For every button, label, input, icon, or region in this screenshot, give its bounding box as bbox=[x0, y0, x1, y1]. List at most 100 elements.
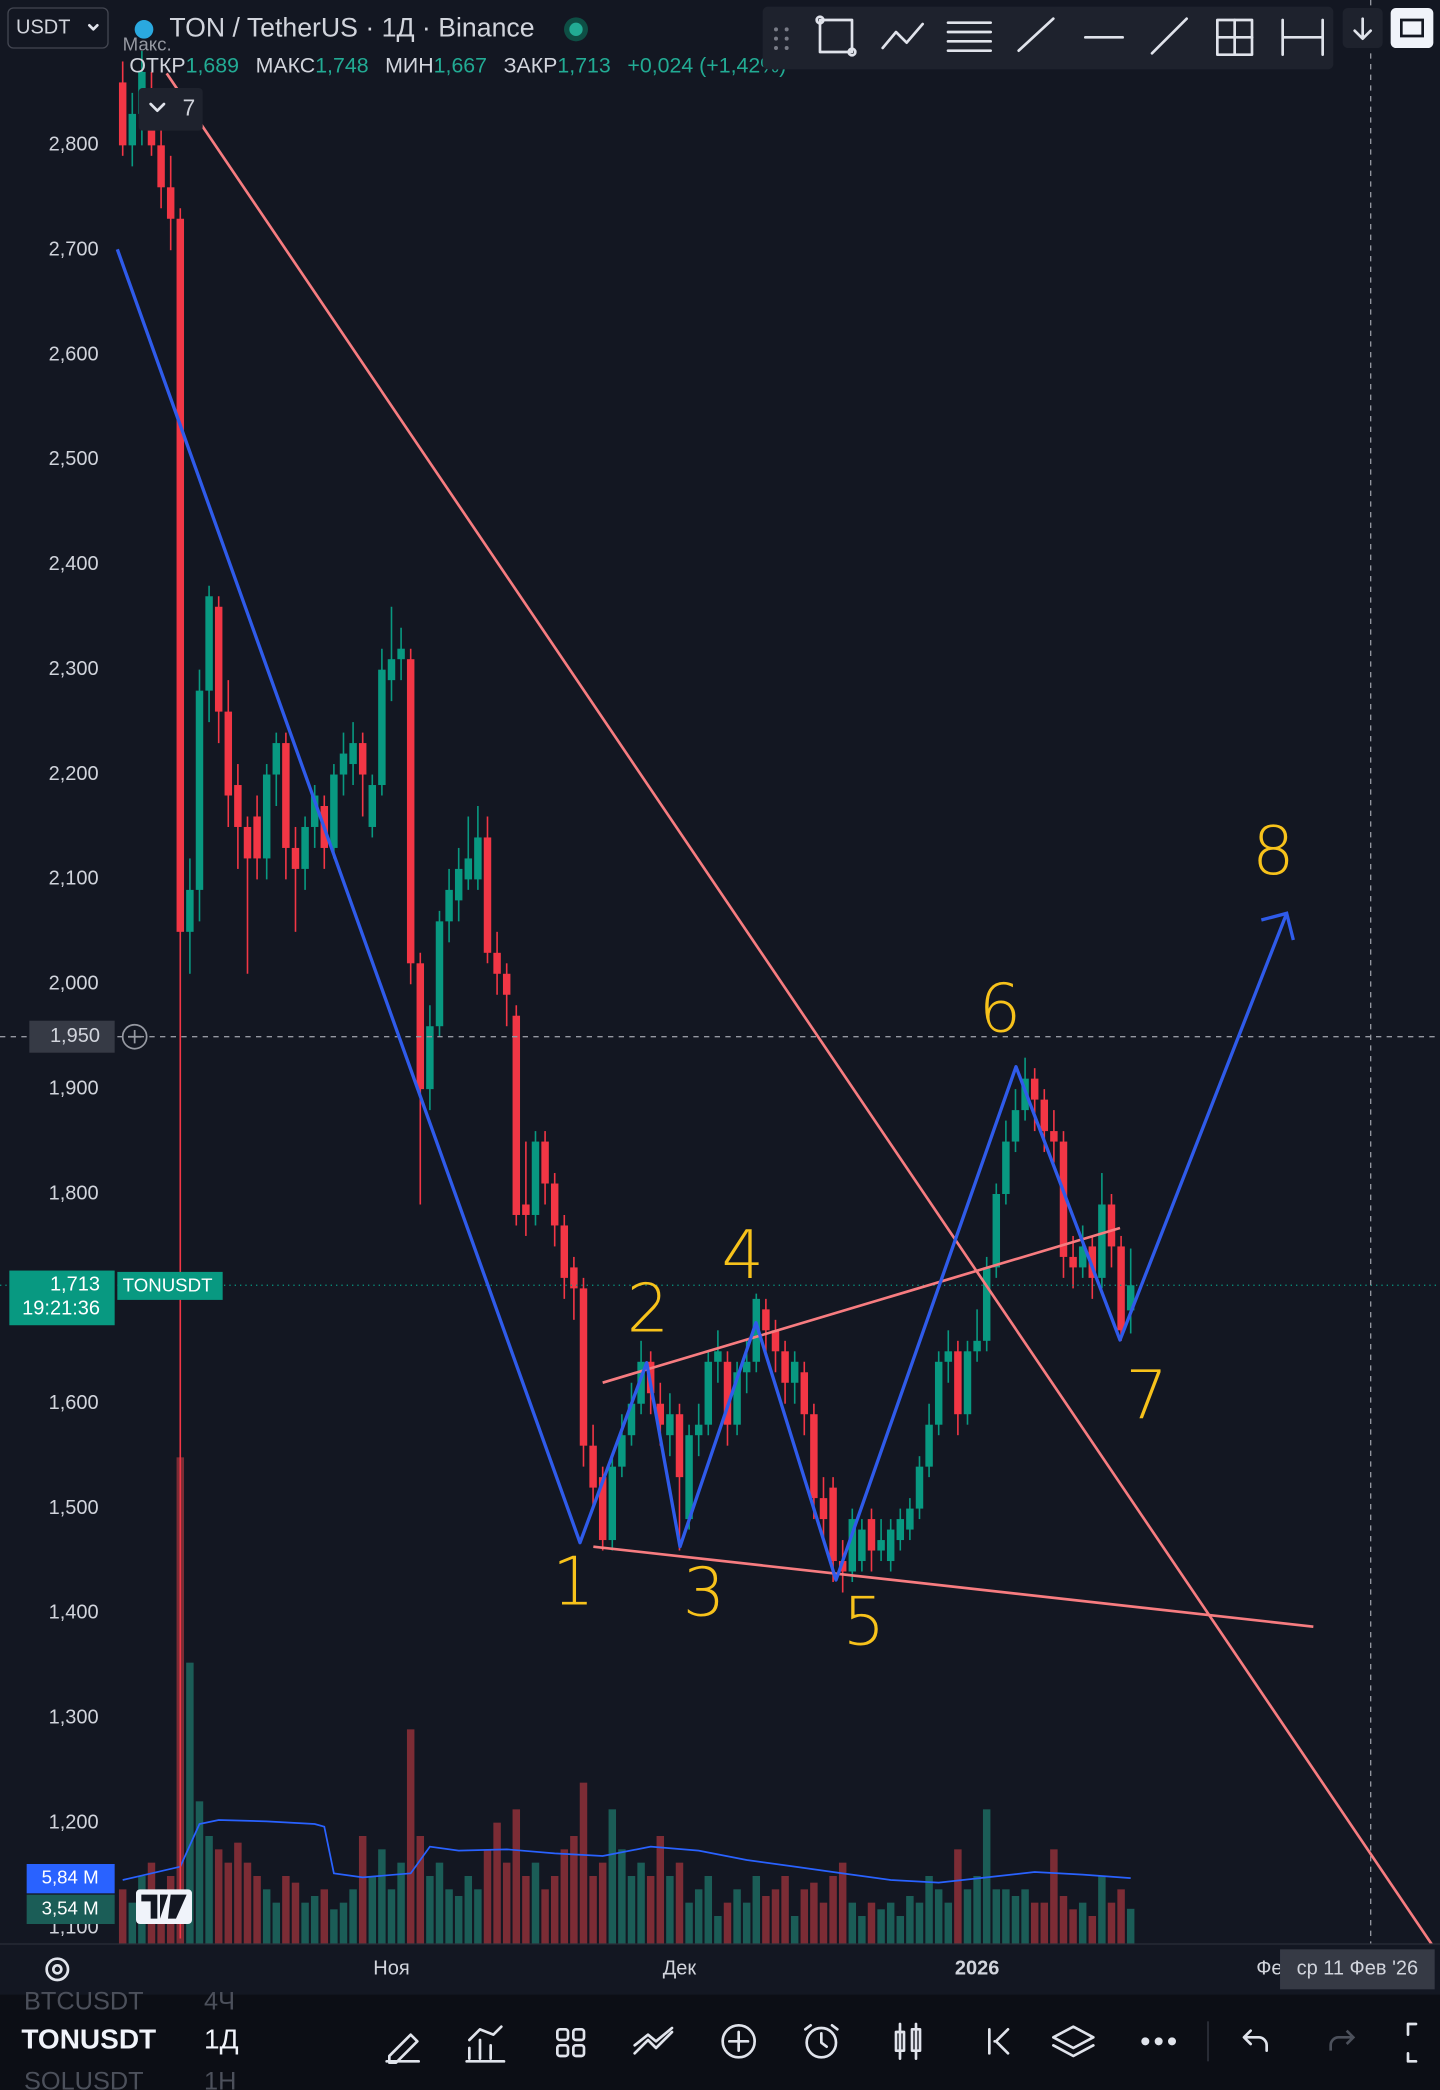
volume-bar bbox=[243, 1862, 252, 1944]
replay-icon[interactable] bbox=[987, 2028, 1010, 2055]
candle-body bbox=[810, 1414, 818, 1499]
indicator-count: 7 bbox=[183, 94, 196, 120]
more-icon[interactable] bbox=[1141, 2037, 1176, 2046]
drawing-toolbar bbox=[762, 6, 1434, 70]
candle-body bbox=[1011, 1110, 1020, 1142]
watch-interval[interactable]: 1Д bbox=[204, 2024, 239, 2055]
candle-body bbox=[819, 1498, 828, 1520]
candle-body bbox=[291, 847, 300, 869]
add-icon[interactable] bbox=[721, 2024, 756, 2059]
candle-body bbox=[435, 921, 444, 1027]
volume-bar bbox=[742, 1902, 751, 1944]
currency-select[interactable] bbox=[7, 7, 109, 49]
volume-bar bbox=[330, 1909, 338, 1944]
watch-interval: 1H bbox=[204, 2067, 236, 2090]
indicator-toggle[interactable] bbox=[138, 88, 203, 131]
trend-line bbox=[165, 72, 1435, 1948]
candle-body bbox=[790, 1361, 799, 1383]
volume-bar bbox=[339, 1902, 348, 1944]
volume-bar bbox=[906, 1896, 914, 1944]
volume-bar bbox=[858, 1916, 866, 1944]
volume-bar bbox=[118, 1889, 127, 1944]
layers-icon[interactable] bbox=[1052, 2025, 1095, 2058]
sync-button[interactable] bbox=[1390, 8, 1434, 48]
candle-body bbox=[214, 606, 223, 712]
draw-icon[interactable] bbox=[385, 2033, 420, 2064]
volume-bar bbox=[589, 1876, 597, 1944]
volume-bar bbox=[1011, 1896, 1020, 1944]
volume-bar bbox=[445, 1889, 453, 1944]
volume-bar bbox=[320, 1889, 329, 1944]
volume-bar bbox=[387, 1889, 396, 1944]
bottom-bar: BTCUSDT 4Ч TONUSDT 1Д SOLUSDT 1H bbox=[0, 1987, 1440, 2090]
symbol-title: TON / TetherUS · 1Д · Binance bbox=[169, 12, 534, 42]
crosshair-price-label: 1,950 bbox=[50, 1025, 100, 1047]
candle-body bbox=[694, 1424, 703, 1436]
y-tick-label: 1,300 bbox=[49, 1707, 99, 1729]
wave-label: 3 bbox=[683, 1553, 725, 1631]
tool-path[interactable] bbox=[881, 22, 924, 50]
watch-symbol[interactable]: TONUSDT bbox=[21, 2024, 156, 2055]
candle-body bbox=[224, 711, 233, 796]
indicators-icon[interactable] bbox=[465, 2025, 506, 2063]
symbol-box bbox=[117, 1271, 223, 1300]
candle-body bbox=[627, 1403, 636, 1436]
settings-icon[interactable] bbox=[45, 1957, 70, 1982]
volume-bar bbox=[1126, 1908, 1135, 1944]
fullscreen-icon[interactable] bbox=[1406, 2022, 1418, 2063]
tool-position[interactable] bbox=[1215, 18, 1254, 56]
candle-body bbox=[1030, 1078, 1039, 1100]
tool-ray[interactable] bbox=[1150, 17, 1188, 55]
ohlc-label: МИН bbox=[385, 53, 434, 77]
candle-body bbox=[1098, 1204, 1106, 1278]
volume-bar bbox=[829, 1876, 837, 1944]
candle-body bbox=[982, 1267, 991, 1341]
candle-body bbox=[954, 1351, 962, 1415]
volume-bar bbox=[714, 1916, 722, 1944]
volume-bar bbox=[896, 1916, 905, 1944]
candle-body bbox=[474, 837, 482, 880]
tool-rectangle[interactable] bbox=[815, 15, 857, 57]
candle-body bbox=[896, 1519, 905, 1541]
volume-bar bbox=[349, 1889, 357, 1944]
volume-bar bbox=[762, 1896, 770, 1944]
tool-measure[interactable] bbox=[1281, 18, 1324, 56]
watch-symbol: BTCUSDT bbox=[24, 1987, 144, 2015]
candles-icon[interactable] bbox=[894, 2022, 922, 2060]
candle-body bbox=[714, 1351, 722, 1362]
volume-bar bbox=[992, 1889, 1001, 1944]
alert-icon[interactable] bbox=[803, 2024, 839, 2059]
undo-icon[interactable] bbox=[1242, 2029, 1268, 2052]
y-tick-label: 2,400 bbox=[49, 553, 99, 575]
candle-body bbox=[330, 774, 338, 848]
volume-bar bbox=[579, 1782, 588, 1944]
ohlc-label: ОТКР bbox=[129, 53, 185, 77]
last-price-box bbox=[9, 1270, 115, 1326]
volume-bar bbox=[915, 1902, 924, 1944]
chart-background bbox=[0, 0, 1440, 1944]
compare-icon[interactable] bbox=[633, 2026, 674, 2055]
candle-body bbox=[378, 669, 386, 786]
y-tick-label: 2,000 bbox=[49, 973, 99, 995]
candle-body bbox=[723, 1361, 732, 1425]
candle-body bbox=[282, 743, 290, 848]
add-alert-button[interactable] bbox=[121, 1023, 148, 1050]
redo-icon bbox=[1329, 2029, 1356, 2051]
volume-label: 3,54 M bbox=[42, 1897, 99, 1918]
layout-icon[interactable] bbox=[556, 2027, 586, 2058]
candle-body bbox=[176, 218, 185, 932]
candle-body bbox=[234, 785, 242, 827]
volume-bar bbox=[819, 1902, 828, 1944]
volume-bar bbox=[646, 1876, 655, 1944]
last-price-label: 1,713 bbox=[50, 1274, 100, 1296]
ohlc-value: 1,713 bbox=[557, 53, 610, 77]
x-tick-label: 2026 bbox=[955, 1958, 1000, 1980]
volume-bar bbox=[627, 1876, 636, 1944]
volume-bar bbox=[608, 1809, 617, 1944]
wave-label: 5 bbox=[843, 1583, 885, 1661]
tool-trend[interactable] bbox=[1017, 17, 1055, 52]
tool-fib[interactable] bbox=[946, 21, 992, 52]
volume-bar bbox=[800, 1889, 809, 1944]
y-tick-label: 2,200 bbox=[49, 763, 99, 785]
